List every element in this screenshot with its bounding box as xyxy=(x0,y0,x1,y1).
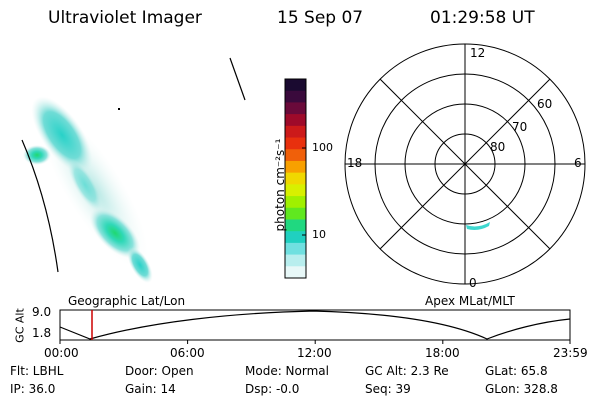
timeline-y-tick-9: 9.0 xyxy=(32,305,52,319)
time-label: 01:29:58 UT xyxy=(430,8,535,28)
colorbar-block xyxy=(285,254,306,267)
colorbar-scale xyxy=(285,79,306,279)
limb-marker-line xyxy=(229,57,246,101)
info-mode: Mode: Normal xyxy=(245,364,329,378)
colorbar-block xyxy=(285,149,306,162)
polar-aurora-patch xyxy=(466,222,490,230)
instrument-title: Ultraviolet Imager xyxy=(48,8,202,28)
x-tick-label-1200: 12:00 xyxy=(297,346,332,360)
x-tick-label-0000: 00:00 xyxy=(44,346,79,360)
timeline-frame xyxy=(59,309,571,341)
aurora-emission xyxy=(23,96,153,283)
info-ip: IP: 36.0 xyxy=(10,382,56,396)
info-dsp: Dsp: -0.0 xyxy=(245,382,300,396)
colorbar-block xyxy=(285,196,306,209)
colorbar-block xyxy=(285,160,306,174)
colorbar-block xyxy=(285,102,306,115)
colorbar-block xyxy=(285,125,306,139)
info-seq: Seq: 39 xyxy=(365,382,411,396)
colorbar-tick-10: 10 xyxy=(312,228,326,241)
mlt-label-18: 18 xyxy=(347,156,363,170)
mlt-label-6: 6 xyxy=(574,156,582,170)
x-tick-label-1800: 18:00 xyxy=(425,346,460,360)
info-door: Door: Open xyxy=(125,364,194,378)
info-gain: Gain: 14 xyxy=(125,382,176,396)
colorbar-block xyxy=(285,266,306,279)
colorbar-block xyxy=(285,79,306,92)
timeline-left-title: Geographic Lat/Lon xyxy=(68,294,186,308)
colorbar-tick-100: 100 xyxy=(312,141,333,154)
lat-label-60: 60 xyxy=(537,97,553,111)
colorbar-block xyxy=(285,90,306,103)
colorbar-block xyxy=(285,219,306,232)
polar-diagonal-2 xyxy=(379,78,551,250)
lat-label-70: 70 xyxy=(512,120,528,134)
info-glat: GLat: 65.8 xyxy=(485,364,548,378)
info-glon: GLon: 328.8 xyxy=(485,382,558,396)
mlt-label-12: 12 xyxy=(470,46,486,60)
colorbar-block xyxy=(285,184,306,197)
mlt-label-0: 0 xyxy=(469,276,477,290)
limb-curve xyxy=(21,139,59,273)
colorbar-block xyxy=(285,242,306,256)
colorbar-block xyxy=(285,231,306,244)
altitude-curve xyxy=(59,310,571,340)
colorbar-block xyxy=(285,137,306,150)
date-label: 15 Sep 07 xyxy=(277,8,364,28)
info-gc-alt: GC Alt: 2.3 Re xyxy=(365,364,449,378)
timeline-y-tick-1-8: 1.8 xyxy=(32,326,52,340)
timeline-right-title: Apex MLat/MLT xyxy=(425,294,515,308)
info-filter: Flt: LBHL xyxy=(10,364,64,378)
lat-label-80: 80 xyxy=(490,140,506,154)
image-speck xyxy=(118,108,120,110)
x-tick-label-0600: 06:00 xyxy=(170,346,205,360)
colorbar-block xyxy=(285,172,306,185)
x-tick-label-2359: 23:59 xyxy=(553,346,588,360)
colorbar-block xyxy=(285,114,306,127)
colorbar-block xyxy=(285,207,306,220)
